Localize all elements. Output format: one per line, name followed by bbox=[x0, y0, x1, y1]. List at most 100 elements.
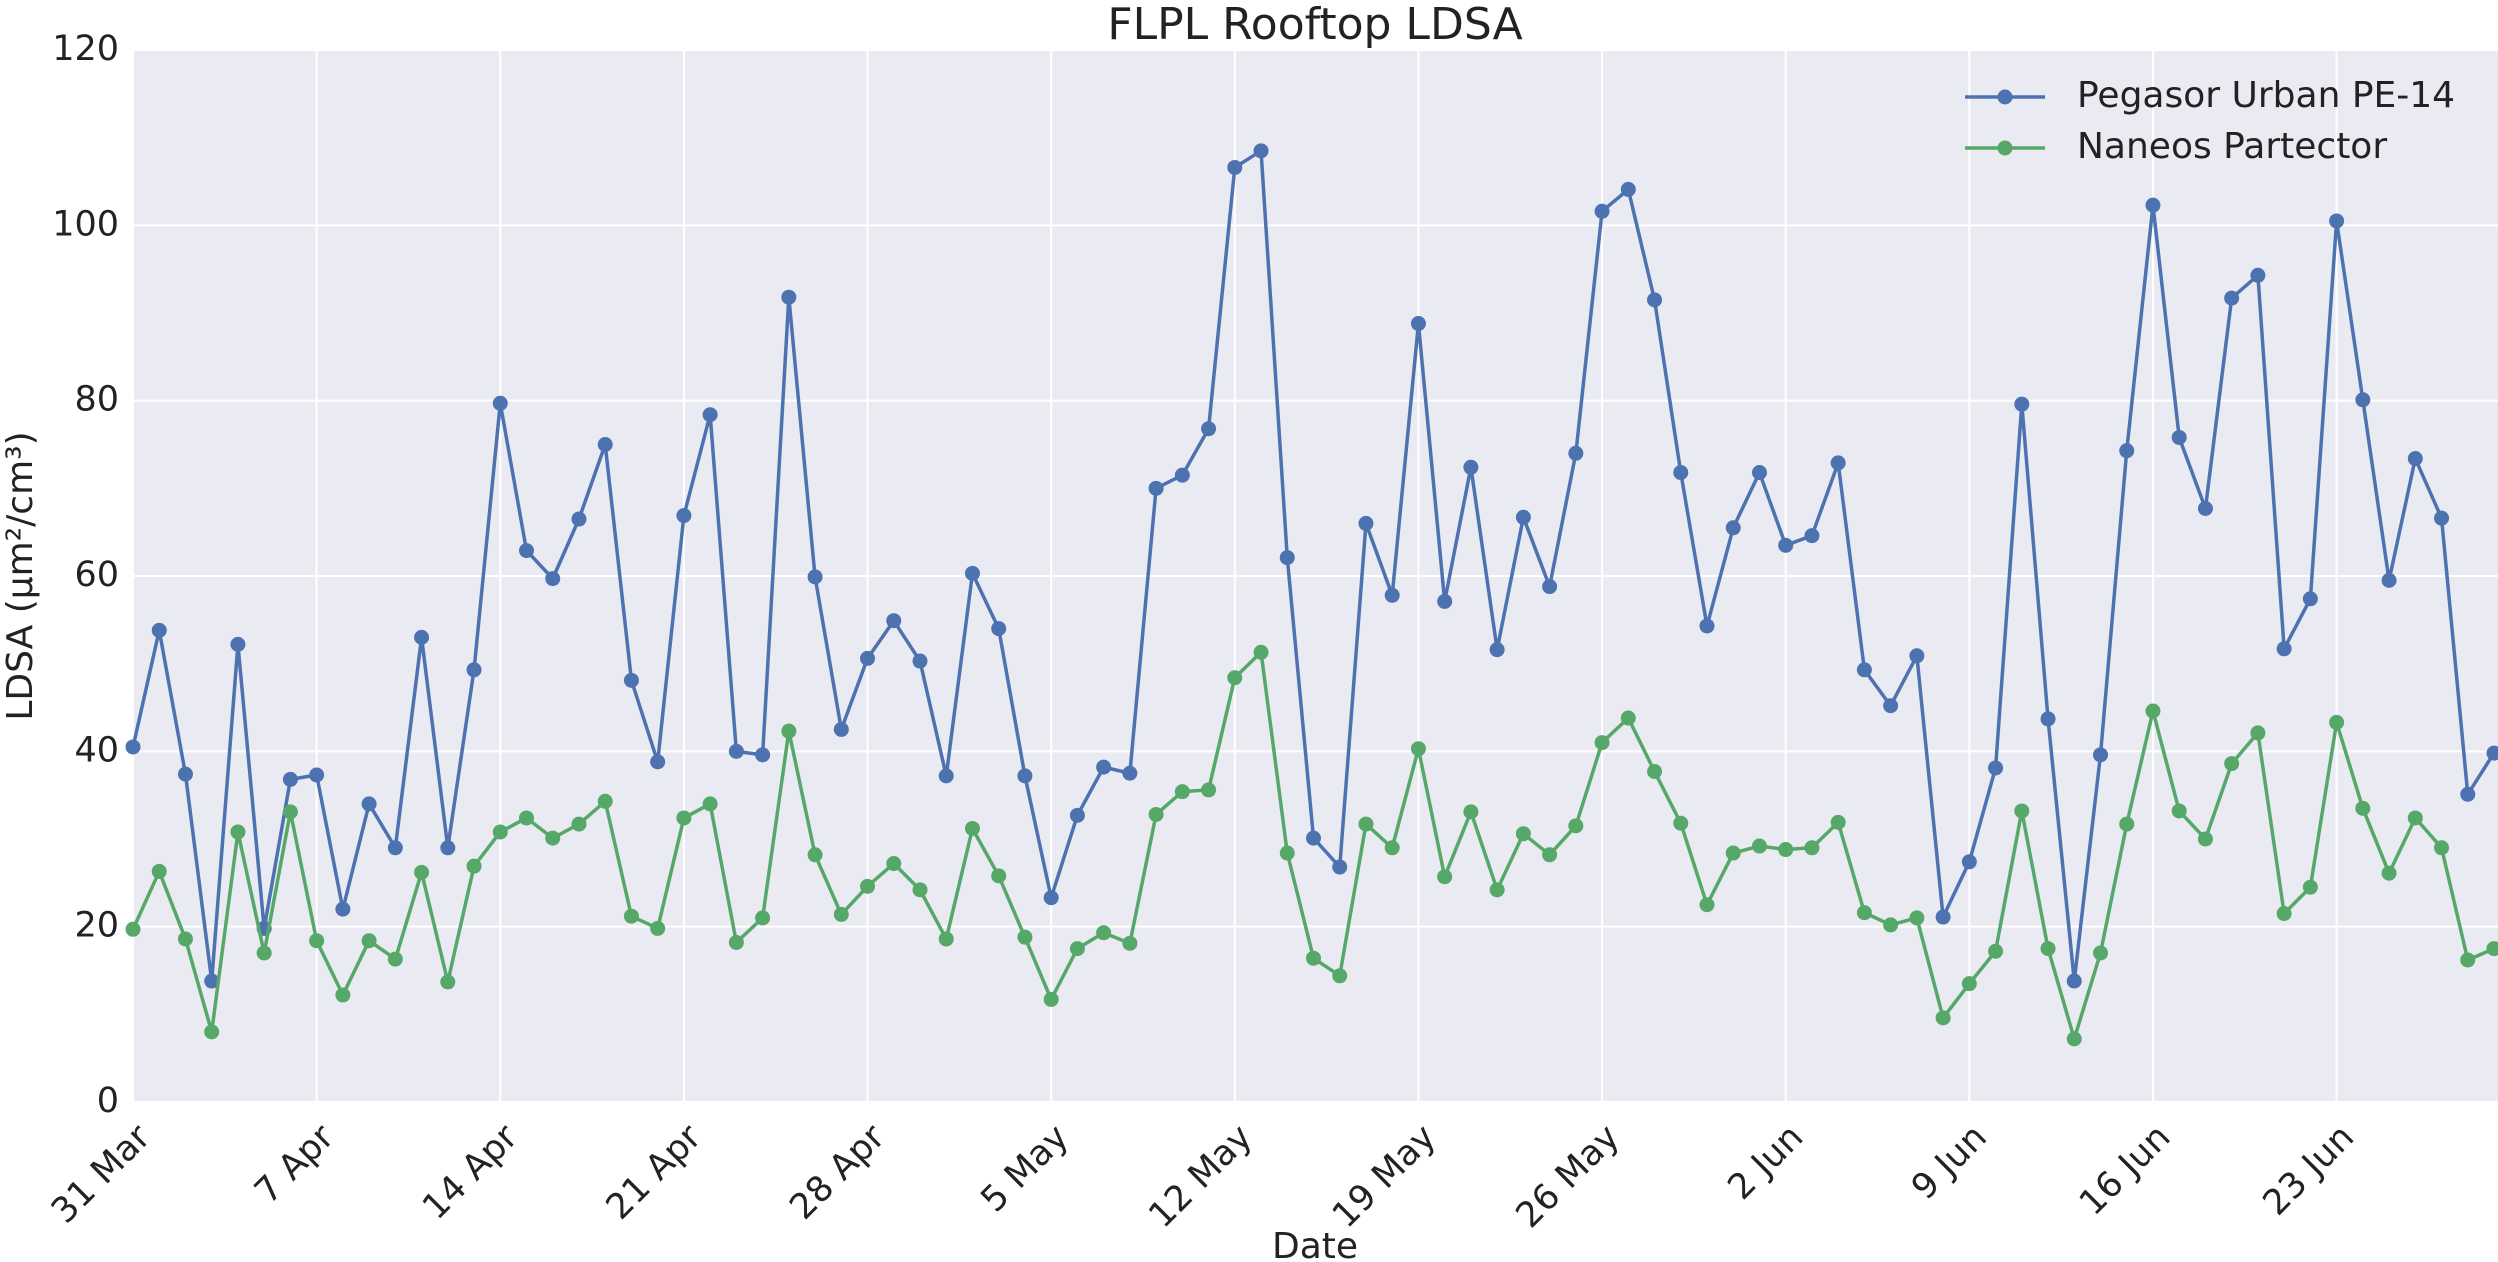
data-point bbox=[2434, 840, 2450, 856]
data-point bbox=[860, 650, 876, 666]
data-point bbox=[466, 662, 482, 678]
data-point bbox=[1673, 465, 1689, 481]
data-point bbox=[1804, 840, 1820, 856]
data-point bbox=[2066, 973, 2082, 989]
data-point bbox=[204, 1024, 220, 1040]
data-point bbox=[2040, 711, 2056, 727]
data-point bbox=[1751, 465, 1767, 481]
data-point bbox=[2407, 451, 2423, 467]
data-point bbox=[1358, 515, 1374, 531]
data-point bbox=[1174, 784, 1190, 800]
data-point bbox=[728, 743, 744, 759]
data-point bbox=[1227, 159, 1243, 175]
data-point bbox=[519, 810, 534, 826]
data-point bbox=[1856, 662, 1872, 678]
y-tick-label: 80 bbox=[74, 380, 119, 420]
x-tick-label: 2 Jun bbox=[1721, 1117, 1812, 1208]
data-point bbox=[2329, 213, 2345, 229]
data-point bbox=[177, 931, 193, 947]
data-point bbox=[545, 830, 561, 846]
data-point bbox=[2014, 803, 2030, 819]
data-point bbox=[1935, 1010, 1951, 1026]
data-point bbox=[964, 820, 980, 836]
data-point bbox=[1332, 859, 1348, 875]
data-point bbox=[833, 721, 849, 737]
data-point bbox=[2250, 725, 2266, 741]
data-point bbox=[1306, 950, 1321, 966]
data-point bbox=[2250, 267, 2266, 283]
data-point bbox=[571, 511, 587, 527]
x-tick-label: 5 May bbox=[974, 1117, 1077, 1220]
data-point bbox=[1384, 840, 1400, 856]
data-point bbox=[1463, 459, 1479, 475]
data-point bbox=[1883, 917, 1899, 933]
data-point bbox=[807, 847, 823, 863]
data-point bbox=[1515, 509, 1531, 525]
data-point bbox=[1043, 991, 1059, 1007]
data-point bbox=[1909, 910, 1925, 926]
data-point bbox=[1856, 905, 1872, 921]
data-point bbox=[1909, 648, 1925, 664]
data-point bbox=[230, 636, 246, 652]
data-point bbox=[2407, 810, 2423, 826]
x-tick-label: 23 Jun bbox=[2256, 1117, 2362, 1223]
data-point bbox=[1306, 830, 1321, 846]
data-point bbox=[151, 863, 167, 879]
x-tick-label: 31 Mar bbox=[44, 1117, 159, 1232]
data-point bbox=[282, 771, 298, 787]
data-point bbox=[1751, 838, 1767, 854]
data-point bbox=[702, 407, 718, 423]
x-tick-label: 14 Apr bbox=[415, 1117, 526, 1228]
data-point bbox=[1227, 670, 1243, 686]
data-point bbox=[1358, 816, 1374, 832]
data-point bbox=[755, 747, 771, 763]
x-tick-label: 26 May bbox=[1509, 1117, 1628, 1236]
data-point bbox=[2224, 756, 2240, 772]
data-point bbox=[361, 933, 377, 949]
data-point bbox=[623, 908, 639, 924]
data-point bbox=[2460, 952, 2476, 968]
data-point bbox=[1647, 763, 1663, 779]
data-point bbox=[1988, 760, 2004, 776]
data-point bbox=[1332, 968, 1348, 984]
data-point bbox=[519, 543, 534, 559]
data-point bbox=[964, 565, 980, 581]
y-axis-label: LDSA (μm²/cm³) bbox=[0, 431, 41, 720]
data-point bbox=[650, 920, 666, 936]
data-point bbox=[1069, 807, 1085, 823]
data-point bbox=[571, 816, 587, 832]
data-point bbox=[2276, 641, 2292, 657]
data-point bbox=[2197, 831, 2213, 847]
data-point bbox=[1437, 869, 1453, 885]
data-point bbox=[1437, 593, 1453, 609]
data-point bbox=[1253, 644, 1269, 660]
data-point bbox=[1201, 782, 1217, 798]
data-point bbox=[361, 796, 377, 812]
data-point bbox=[2119, 443, 2135, 459]
data-point bbox=[597, 437, 613, 452]
x-tick-label: 12 May bbox=[1141, 1117, 1260, 1236]
data-point bbox=[1961, 854, 1977, 870]
data-point bbox=[1384, 587, 1400, 603]
data-point bbox=[1647, 292, 1663, 308]
data-point bbox=[2460, 786, 2476, 802]
data-point bbox=[335, 987, 351, 1003]
data-point bbox=[151, 622, 167, 638]
data-point bbox=[886, 856, 902, 872]
x-axis-label: Date bbox=[1272, 1226, 1358, 1262]
data-point bbox=[2093, 747, 2108, 763]
data-point bbox=[1515, 826, 1531, 842]
data-point bbox=[2224, 290, 2240, 306]
data-point bbox=[1699, 618, 1715, 634]
data-point bbox=[1568, 818, 1584, 834]
data-point bbox=[1620, 181, 1636, 197]
data-point bbox=[440, 840, 456, 856]
data-point bbox=[938, 768, 954, 784]
data-point bbox=[2171, 803, 2187, 819]
data-point bbox=[335, 901, 351, 917]
x-tick-label: 16 Jun bbox=[2072, 1117, 2178, 1223]
data-point bbox=[1542, 579, 1558, 595]
data-point bbox=[2355, 800, 2371, 816]
data-point bbox=[1542, 847, 1558, 863]
